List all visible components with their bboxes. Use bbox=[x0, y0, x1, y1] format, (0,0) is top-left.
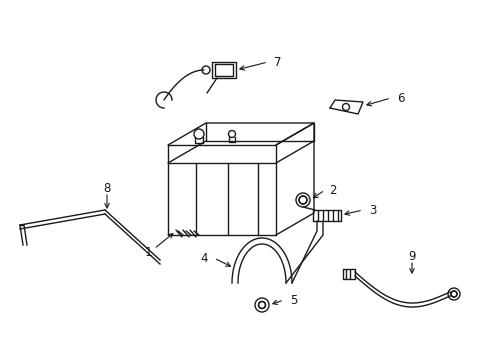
Text: 6: 6 bbox=[396, 91, 404, 104]
Circle shape bbox=[258, 302, 265, 309]
Text: 4: 4 bbox=[200, 252, 207, 265]
Text: 8: 8 bbox=[103, 181, 110, 194]
Text: 1: 1 bbox=[144, 247, 151, 260]
Circle shape bbox=[450, 291, 456, 297]
Text: 3: 3 bbox=[368, 203, 376, 216]
Text: 7: 7 bbox=[273, 55, 281, 68]
Text: 9: 9 bbox=[407, 249, 415, 262]
Circle shape bbox=[298, 196, 306, 204]
Text: 2: 2 bbox=[328, 184, 336, 197]
Text: 5: 5 bbox=[289, 293, 297, 306]
